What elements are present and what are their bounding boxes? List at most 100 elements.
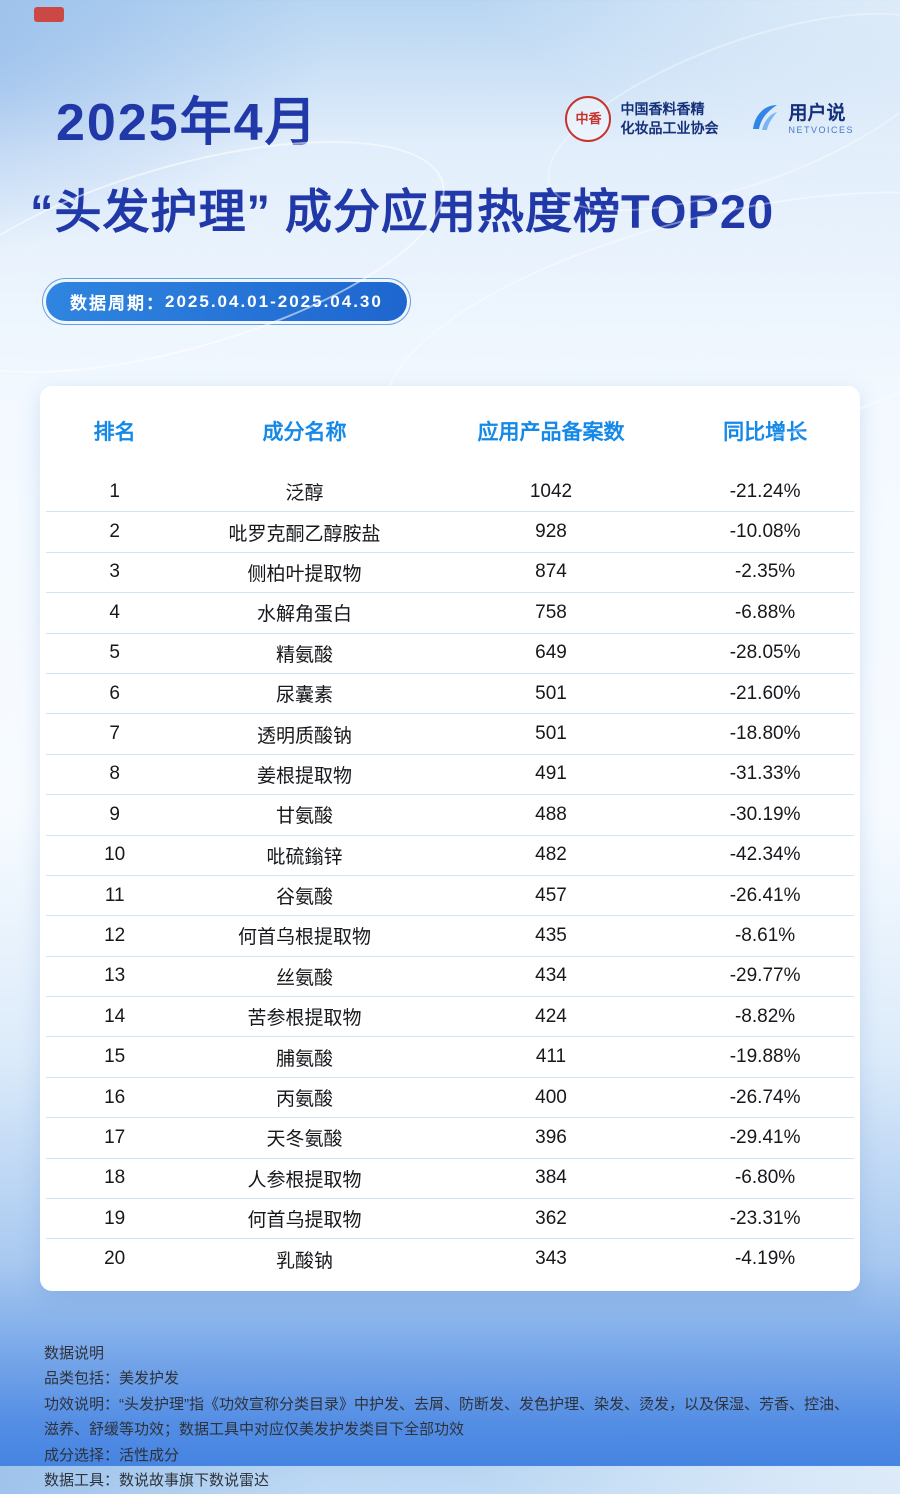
cell-rank: 5 — [109, 642, 120, 664]
cell-rank: 7 — [109, 723, 120, 745]
cell-growth: -42.34% — [729, 844, 801, 866]
cell-rank: 9 — [109, 803, 120, 825]
title-line2: “头发护理” 成分应用热度榜TOP20 — [30, 185, 775, 238]
cell-rank: 1 — [109, 480, 120, 502]
cell-count: 488 — [535, 803, 567, 825]
table-row: 1 泛醇 1042 -21.24% — [46, 472, 854, 513]
cell-name: 姜根提取物 — [257, 765, 353, 787]
cell-rank: 18 — [104, 1167, 126, 1189]
cell-count: 928 — [535, 521, 567, 543]
cell-growth: -8.82% — [734, 1005, 796, 1027]
cell-growth: -2.35% — [734, 561, 796, 583]
cell-growth: -30.19% — [729, 803, 801, 825]
cell-rank: 6 — [109, 682, 120, 704]
table-row: 12 何首乌根提取物 435 -8.61% — [46, 916, 854, 957]
cell-count: 396 — [535, 1126, 567, 1148]
footer-notes: 数据说明 品类包括：美发护发 功效说明：“头发护理”指《功效宣称分类目录》中护发… — [44, 1341, 856, 1494]
cell-count: 362 — [535, 1207, 567, 1229]
cell-count: 491 — [535, 763, 567, 785]
cell-name: 精氨酸 — [276, 644, 334, 666]
cell-rank: 19 — [104, 1207, 126, 1229]
footer-line-category: 品类包括：美发护发 — [44, 1370, 180, 1388]
table-row: 5 精氨酸 649 -28.05% — [46, 634, 854, 674]
cell-growth: -6.80% — [734, 1167, 796, 1189]
table-row: 7 透明质酸钠 501 -18.80% — [46, 714, 854, 755]
table-row: 11 谷氨酸 457 -26.41% — [46, 876, 854, 917]
netvoices-sub: NETVOICES — [788, 124, 854, 135]
cell-name: 侧柏叶提取物 — [247, 563, 362, 585]
cell-name: 透明质酸钠 — [257, 725, 353, 747]
cell-name: 苦参根提取物 — [247, 1008, 362, 1030]
period-badge: 数据周期： 2025.04.01-2025.04.30 — [42, 278, 411, 325]
cell-rank: 20 — [104, 1248, 126, 1270]
table-row: 13 丝氨酸 434 -29.77% — [46, 957, 854, 998]
hero-section: 中香 中国香料香精 化妆品工业协会 用户说 NETVOICES — [0, 0, 900, 529]
title-line1: 2025年4月 — [56, 94, 319, 152]
period-value: 2025.04.01-2025.04.30 — [165, 291, 383, 311]
cell-rank: 3 — [109, 561, 120, 583]
table-row: 2 吡罗克酮乙醇胺盐 928 -10.08% — [46, 512, 854, 553]
cell-growth: -26.74% — [729, 1086, 801, 1108]
table-body: 1 泛醇 1042 -21.24% 2 吡罗克酮乙醇胺盐 928 -10.08%… — [46, 472, 854, 1279]
cell-count: 434 — [535, 965, 567, 987]
period-badge-inner: 数据周期： 2025.04.01-2025.04.30 — [46, 282, 407, 321]
cell-count: 1042 — [529, 480, 573, 502]
ranking-table-card: 排名 成分名称 应用产品备案数 同比增长 1 泛醇 1042 -21.24% 2… — [40, 386, 860, 1291]
cell-name: 脯氨酸 — [276, 1048, 334, 1070]
cell-name: 丙氨酸 — [276, 1089, 334, 1111]
cell-name: 吡罗克酮乙醇胺盐 — [228, 523, 381, 545]
cell-rank: 11 — [104, 884, 125, 906]
table-row: 15 脯氨酸 411 -19.88% — [46, 1037, 854, 1078]
cell-rank: 15 — [104, 1046, 126, 1068]
table-row: 17 天冬氨酸 396 -29.41% — [46, 1118, 854, 1159]
cell-count: 343 — [535, 1248, 567, 1270]
footer-line-efficacy-1: 功效说明：“头发护理”指《功效宣称分类目录》中护发、去屑、防断发、发色护理、染发… — [44, 1395, 849, 1413]
cafci-logo-text: 中国香料香精 化妆品工业协会 — [620, 100, 718, 138]
table-row: 6 尿囊素 501 -21.60% — [46, 674, 854, 715]
cell-count: 758 — [535, 601, 567, 623]
cell-name: 尿囊素 — [276, 685, 334, 707]
cell-count: 501 — [535, 723, 567, 745]
cell-count: 501 — [535, 682, 567, 704]
col-header-growth: 同比增长 — [723, 421, 808, 444]
cell-growth: -29.41% — [729, 1126, 801, 1148]
table-row: 14 苦参根提取物 424 -8.82% — [46, 997, 854, 1038]
cell-name: 何首乌根提取物 — [238, 927, 372, 949]
cell-growth: -31.33% — [729, 763, 801, 785]
cell-growth: -8.61% — [734, 924, 796, 946]
table-row: 19 何首乌提取物 362 -23.31% — [46, 1199, 854, 1240]
cell-growth: -28.05% — [729, 642, 801, 664]
cell-name: 谷氨酸 — [276, 887, 334, 909]
cell-growth: -10.08% — [729, 521, 801, 543]
netvoices-name: 用户说 — [788, 102, 846, 124]
cell-rank: 2 — [109, 521, 120, 543]
cell-count: 457 — [535, 884, 567, 906]
cafci-line1: 中国香料香精 — [620, 101, 705, 118]
footer-line-data-note: 数据说明 — [44, 1344, 105, 1362]
cell-growth: -23.31% — [729, 1207, 801, 1229]
cell-name: 天冬氨酸 — [266, 1129, 343, 1151]
cell-rank: 14 — [104, 1005, 126, 1027]
cell-count: 411 — [535, 1046, 567, 1068]
col-header-count: 应用产品备案数 — [477, 421, 625, 444]
cafci-seal-icon: 中香 — [565, 96, 612, 142]
cafci-logo: 中香 中国香料香精 化妆品工业协会 — [565, 96, 718, 142]
table-header-row: 排名 成分名称 应用产品备案数 同比增长 — [46, 412, 854, 472]
netvoices-text: 用户说 NETVOICES — [788, 103, 854, 135]
table-row: 16 丙氨酸 400 -26.74% — [46, 1078, 854, 1119]
cell-count: 400 — [535, 1086, 567, 1108]
netvoices-logo: 用户说 NETVOICES — [746, 100, 854, 139]
table-row: 18 人参根提取物 384 -6.80% — [46, 1159, 854, 1200]
cell-name: 丝氨酸 — [276, 967, 334, 989]
cell-rank: 10 — [104, 844, 126, 866]
table-row: 4 水解角蛋白 758 -6.88% — [46, 593, 854, 634]
table-row: 3 侧柏叶提取物 874 -2.35% — [46, 553, 854, 594]
table-row: 10 吡硫鎓锌 482 -42.34% — [46, 836, 854, 876]
period-label: 数据周期： — [70, 294, 165, 313]
cell-growth: -4.19% — [734, 1248, 796, 1270]
logo-group: 中香 中国香料香精 化妆品工业协会 用户说 NETVOICES — [565, 96, 854, 142]
footer-line-ingredient: 成分选择：活性成分 — [44, 1446, 180, 1464]
cell-growth: -29.77% — [729, 965, 801, 987]
cell-count: 424 — [535, 1005, 567, 1027]
